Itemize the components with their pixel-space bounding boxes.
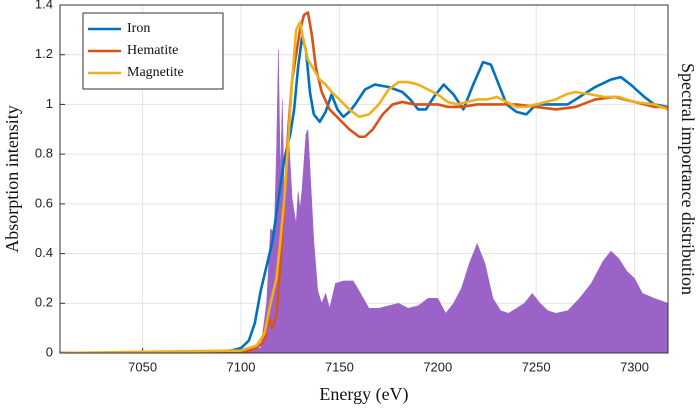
legend-label: Hematite [127,43,178,58]
x-tick-label: 7050 [128,359,157,374]
y-tick-label: 0.6 [35,195,53,210]
y-axis-label: Absorption intensity [2,105,22,253]
line [60,36,668,353]
y2-axis-label: Spectral importance distribution [678,63,698,295]
plot-area [60,11,668,353]
y-tick-label: 1.2 [35,46,53,61]
y-tick-label: 1.4 [35,0,53,11]
x-tick-label: 7300 [620,359,649,374]
plot-frame [59,4,669,354]
x-tick-label: 7150 [325,359,354,374]
legend-box [82,12,224,90]
x-tick-label: 7250 [522,359,551,374]
legend-label: Magnetite [127,65,184,80]
x-tick-label: 7100 [227,359,256,374]
y-tick-label: 0.4 [35,245,53,260]
y-tick-label: 0 [46,344,53,359]
line [60,11,668,353]
y-tick-label: 0.2 [35,295,53,310]
legend-label: Iron [127,21,150,36]
x-axis-label: Energy (eV) [319,384,408,405]
y-tick-label: 0.8 [35,146,53,161]
line [60,21,668,353]
area [60,49,668,353]
y-tick-label: 1 [46,96,53,111]
x-tick-label: 7200 [423,359,452,374]
